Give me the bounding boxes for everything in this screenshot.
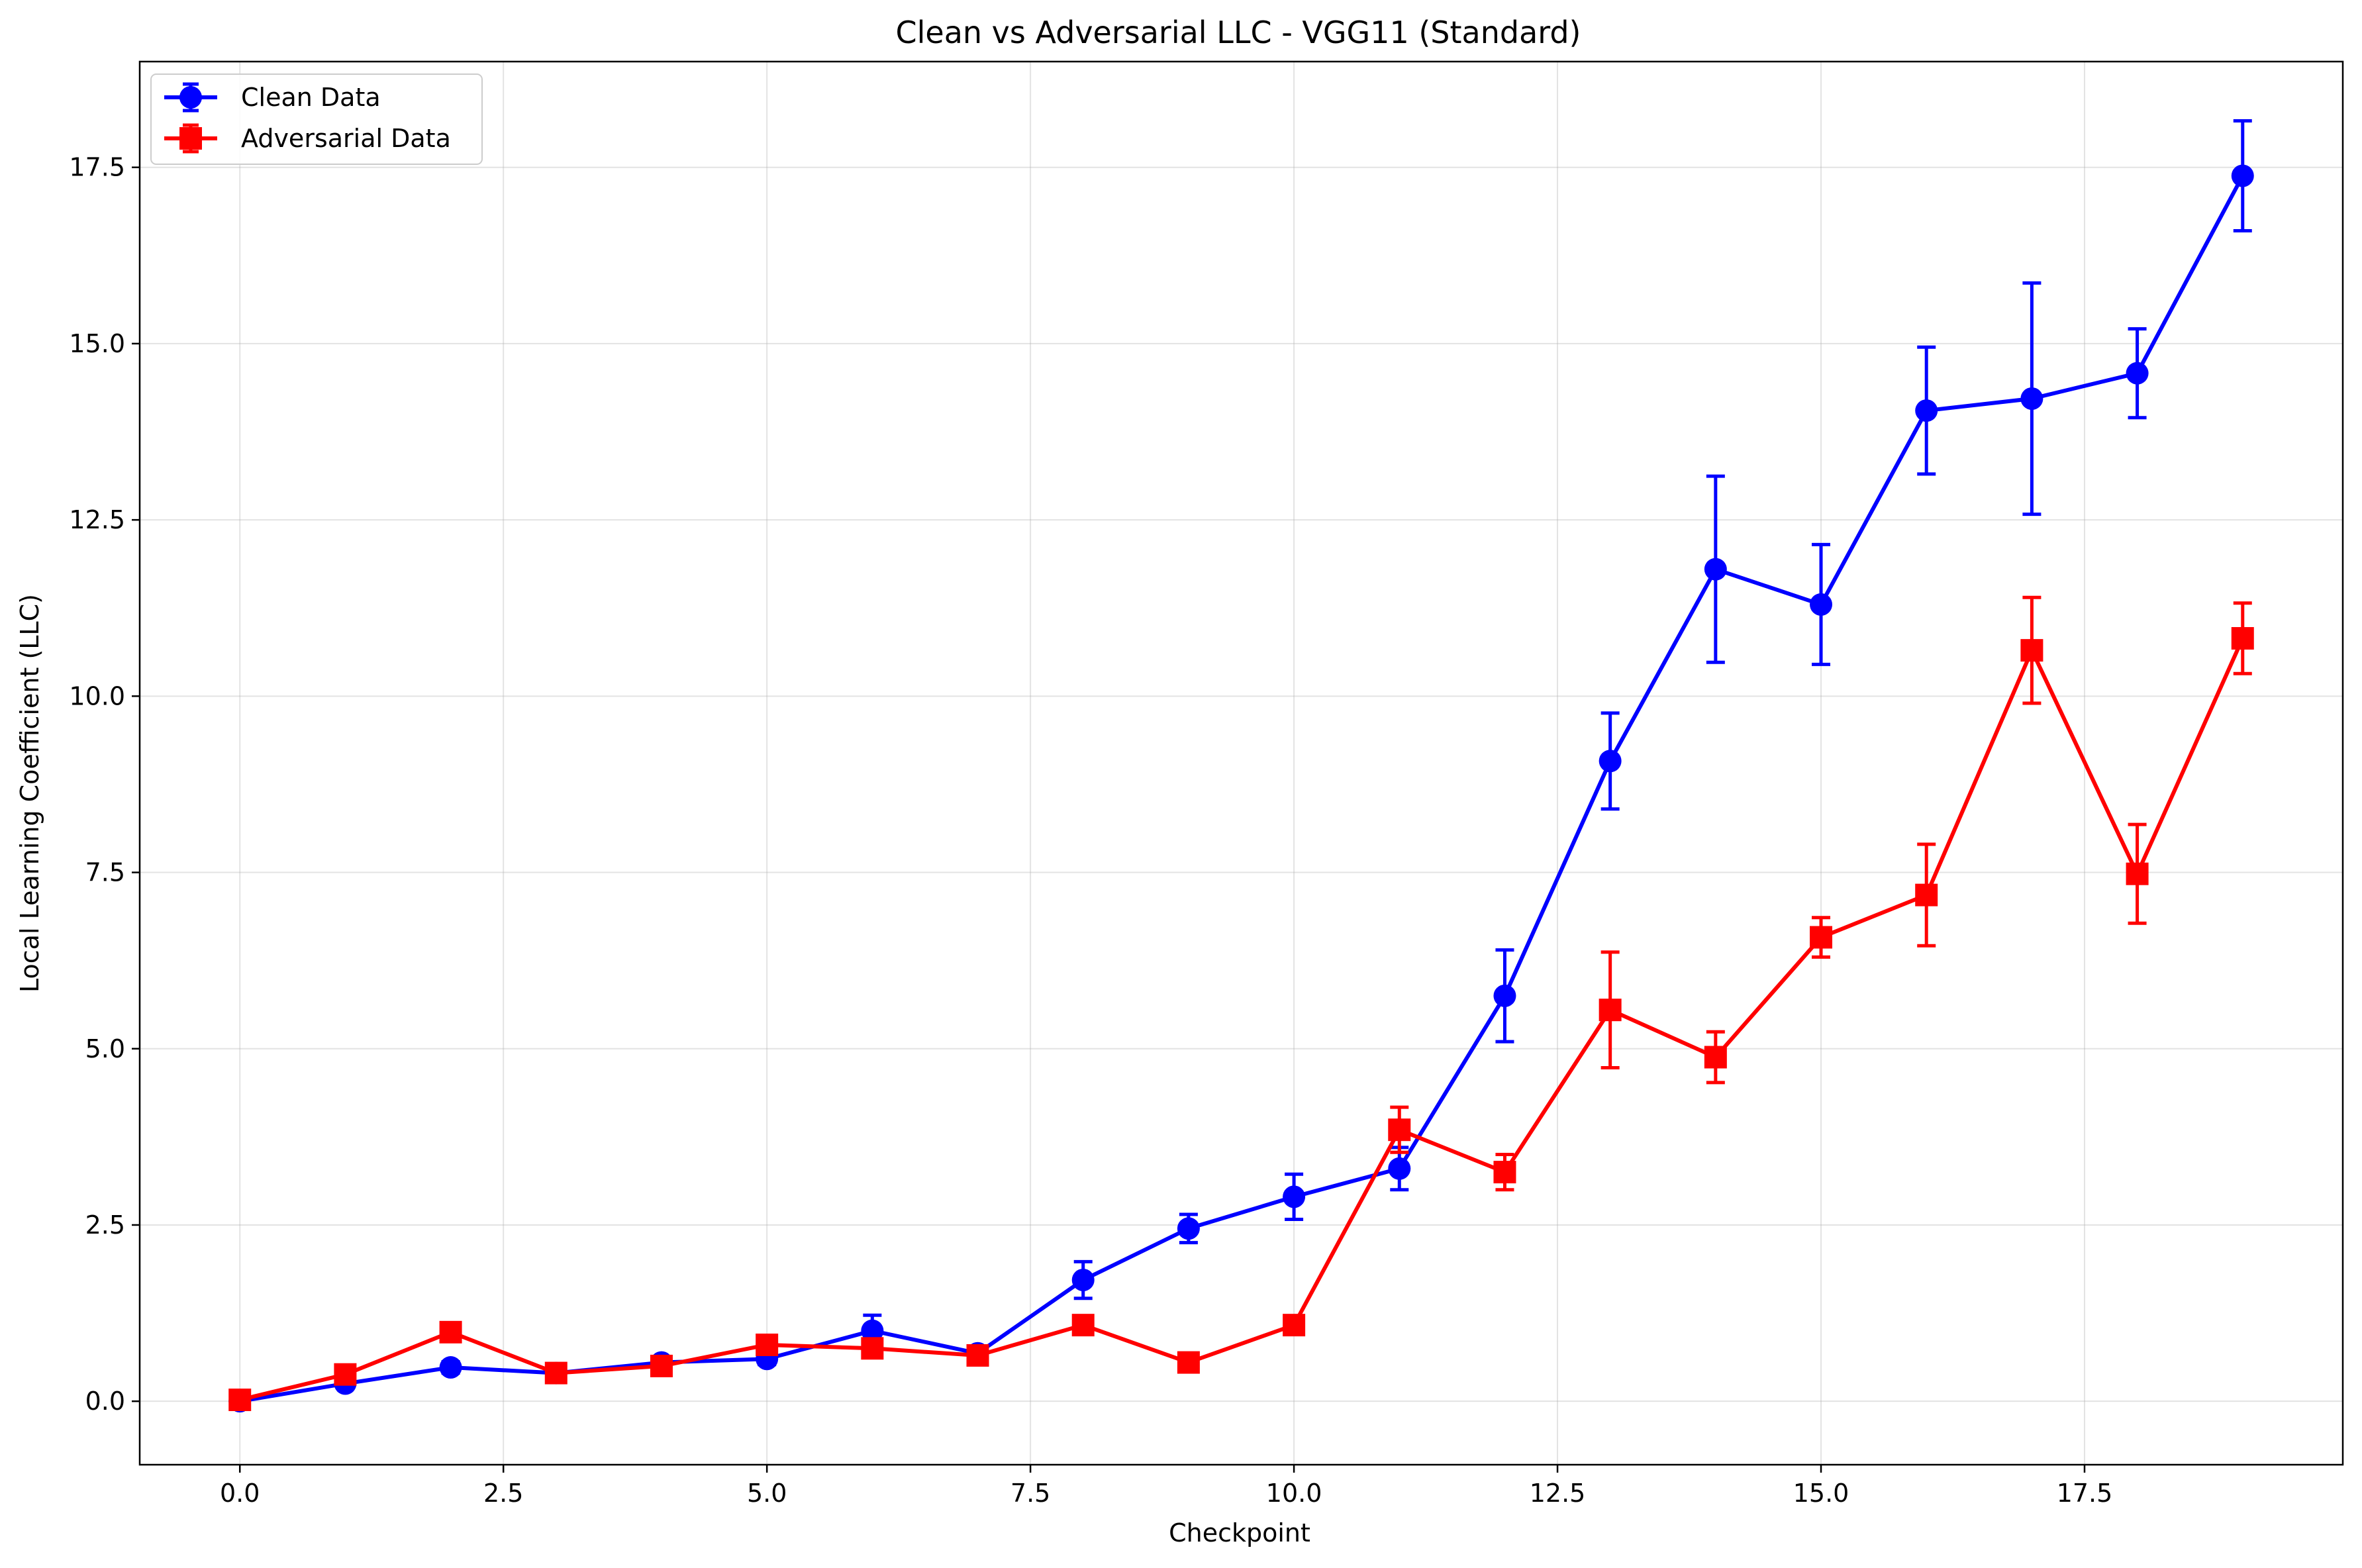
y-tick-label-3: 7.5	[85, 858, 125, 887]
point-adversarial-8	[1071, 1314, 1095, 1337]
point-clean-2	[439, 1356, 462, 1379]
point-clean-11	[1388, 1157, 1411, 1180]
grid	[140, 62, 2343, 1465]
point-adversarial-9	[1177, 1351, 1200, 1374]
legend-box	[150, 74, 483, 165]
y-tick-label-2: 5.0	[85, 1034, 125, 1063]
point-adversarial-10	[1283, 1314, 1306, 1337]
x-tick-label-2: 5.0	[747, 1479, 787, 1508]
point-adversarial-16	[1915, 883, 1938, 906]
point-clean-14	[1704, 558, 1727, 581]
x-tick-label-4: 10.0	[1266, 1479, 1322, 1508]
point-adversarial-5	[756, 1333, 779, 1356]
series-adversarial	[228, 595, 2254, 1412]
point-clean-19	[2231, 164, 2254, 187]
x-axis: 0.0 2.5 5.0 7.5 10.0 12.5 15.0 17.5	[220, 1465, 2112, 1508]
x-tick-label-7: 17.5	[2057, 1479, 2113, 1508]
point-clean-9	[1177, 1217, 1200, 1240]
x-tick-label-3: 7.5	[1010, 1479, 1050, 1508]
legend-label-adversarial: Adversarial Data	[241, 124, 451, 153]
y-tick-label-6: 15.0	[69, 329, 125, 358]
x-tick-label-5: 12.5	[1530, 1479, 1586, 1508]
point-clean-15	[1810, 593, 1833, 616]
point-clean-6	[861, 1319, 884, 1342]
point-adversarial-11	[1388, 1118, 1411, 1142]
point-adversarial-3	[544, 1361, 567, 1385]
legend-marker-adversarial	[179, 127, 202, 150]
point-adversarial-1	[334, 1363, 357, 1386]
series-layer	[228, 119, 2254, 1413]
point-adversarial-12	[1493, 1161, 1516, 1184]
point-clean-8	[1071, 1269, 1095, 1292]
point-clean-16	[1915, 399, 1938, 422]
legend-entry-adversarial: Adversarial Data	[164, 123, 451, 154]
point-clean-12	[1493, 984, 1516, 1007]
point-clean-10	[1283, 1185, 1306, 1208]
point-adversarial-19	[2231, 627, 2254, 650]
series-line-adversarial	[239, 637, 2245, 1402]
y-tick-label-7: 17.5	[69, 153, 125, 182]
point-adversarial-7	[966, 1344, 989, 1367]
point-adversarial-2	[439, 1320, 462, 1344]
point-clean-18	[2126, 362, 2149, 385]
y-tick-label-5: 12.5	[69, 505, 125, 534]
legend-label-clean: Clean Data	[241, 83, 381, 112]
y-axis-label: Local Learning Coefficient (LLC)	[15, 594, 44, 993]
chart-title: Clean vs Adversarial LLC - VGG11 (Standa…	[896, 15, 1581, 50]
point-adversarial-17	[2020, 639, 2043, 662]
legend: Clean Data Adversarial Data	[150, 74, 483, 165]
plot-frame	[138, 60, 2344, 1466]
y-tick-label-0: 0.0	[85, 1387, 125, 1416]
point-adversarial-4	[650, 1354, 673, 1377]
y-tick-label-1: 2.5	[85, 1210, 125, 1240]
y-axis: 0.0 2.5 5.0 7.5 10.0 12.5 15.0 17.5	[69, 153, 140, 1416]
point-adversarial-0	[228, 1389, 252, 1412]
point-adversarial-14	[1704, 1046, 1727, 1069]
y-tick-label-4: 10.0	[69, 681, 125, 710]
point-adversarial-18	[2126, 862, 2149, 885]
x-tick-label-6: 15.0	[1793, 1479, 1849, 1508]
x-tick-label-1: 2.5	[483, 1479, 523, 1508]
x-tick-label-0: 0.0	[220, 1479, 260, 1508]
point-adversarial-13	[1599, 999, 1622, 1022]
point-clean-17	[2020, 387, 2043, 410]
point-adversarial-6	[861, 1337, 884, 1360]
point-adversarial-15	[1810, 926, 1833, 949]
legend-marker-clean	[179, 86, 202, 109]
x-axis-label: Checkpoint	[1169, 1518, 1310, 1547]
legend-entry-clean: Clean Data	[164, 82, 381, 113]
point-clean-13	[1599, 750, 1622, 773]
